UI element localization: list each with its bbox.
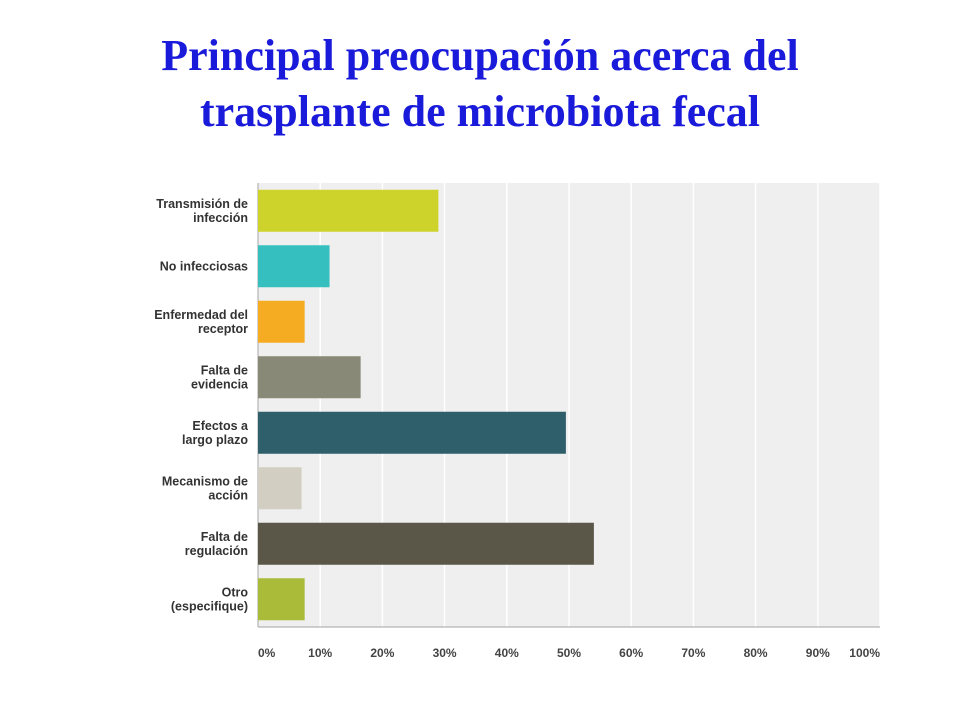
x-tick-label: 100% [849, 646, 880, 660]
x-tick-label: 90% [806, 646, 830, 660]
x-tick-label: 60% [619, 646, 643, 660]
category-label: Otro (especifique) [171, 585, 248, 613]
x-tick-label: 20% [370, 646, 394, 660]
bar [258, 300, 305, 343]
slide-title-line-1: Principal preocupación acerca del [161, 31, 799, 80]
x-tick-label: 50% [557, 646, 581, 660]
bar [258, 356, 361, 399]
category-label: Efectos a largo plazo [182, 419, 249, 447]
x-tick-label: 10% [308, 646, 332, 660]
category-label: Falta de evidencia [191, 363, 249, 391]
bar [258, 189, 439, 232]
bar [258, 245, 330, 288]
bar [258, 411, 566, 454]
bar [258, 467, 302, 510]
slide-title: Principal preocupación acerca del traspl… [0, 28, 960, 140]
category-label: Mecanismo de acción [162, 474, 248, 502]
category-label: No infecciosas [160, 259, 248, 273]
slide-title-line-2: trasplante de microbiota fecal [199, 87, 761, 136]
x-tick-label: 0% [258, 646, 276, 660]
bar [258, 578, 305, 621]
x-tick-label: 70% [681, 646, 705, 660]
x-tick-label: 40% [495, 646, 519, 660]
bar [258, 522, 594, 565]
category-label: Falta de regulación [185, 530, 248, 558]
x-tick-label: 30% [433, 646, 457, 660]
category-label: Enfermedad del receptor [154, 308, 248, 336]
x-tick-label: 80% [744, 646, 768, 660]
category-label: Transmisión de infección [156, 197, 248, 225]
